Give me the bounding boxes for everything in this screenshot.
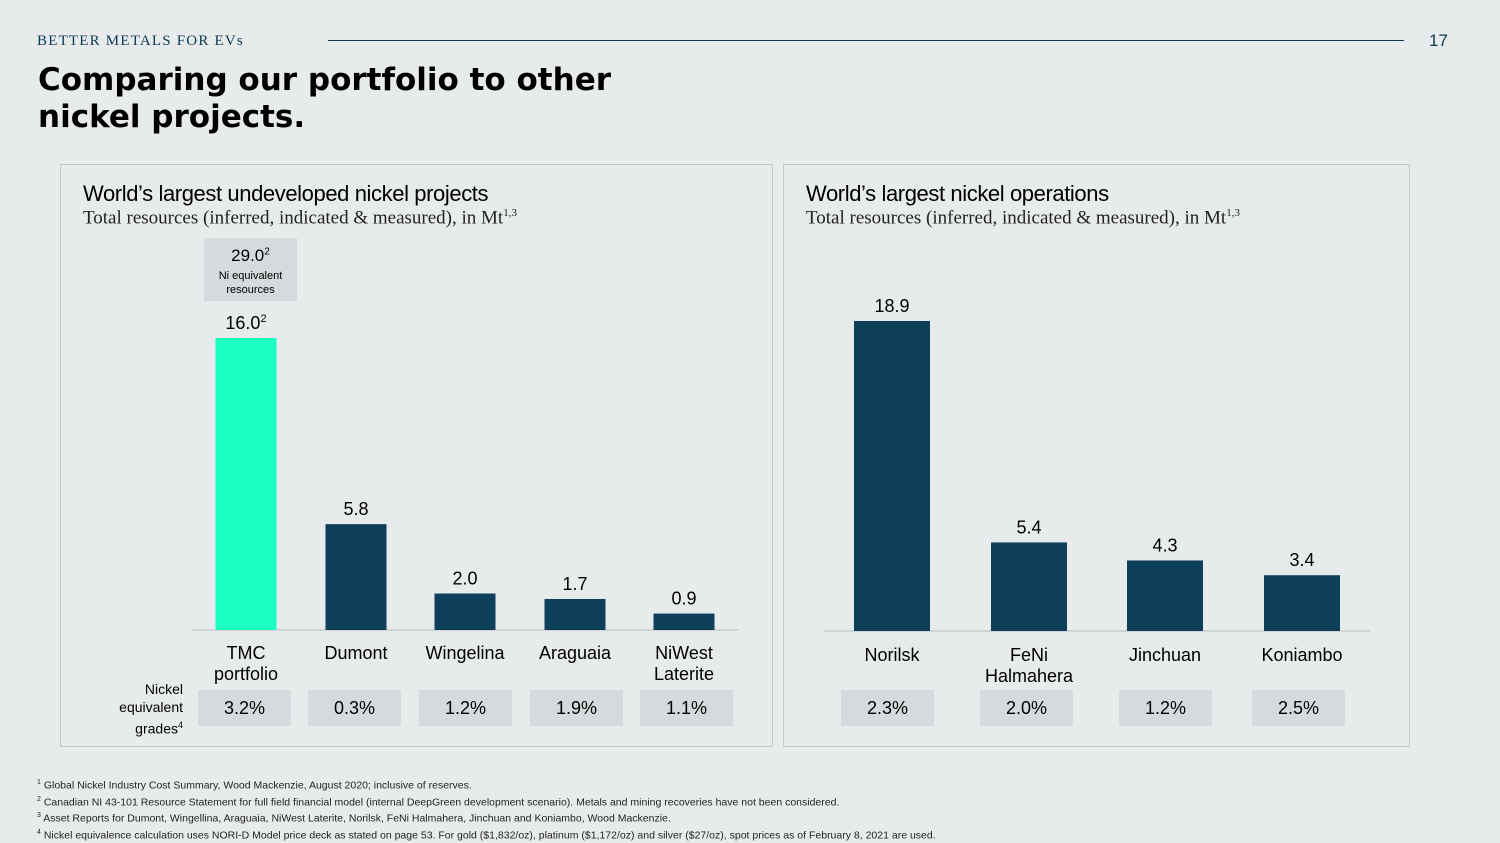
footnote: 4 Nickel equivalence calculation uses NO… <box>37 826 936 843</box>
callout-footnote-ref: 2 <box>264 246 270 258</box>
bar-value-label: 1.7 <box>562 574 587 594</box>
category-label: Wingelina <box>425 643 505 663</box>
bar <box>1264 575 1340 631</box>
callout-value-number: 29.0 <box>231 246 265 265</box>
bar <box>325 524 387 630</box>
page-number: 17 <box>1429 31 1448 50</box>
grade-box: 1.1% <box>640 690 733 726</box>
bar <box>653 613 715 630</box>
bar-value-label: 16.02 <box>225 313 266 333</box>
page-title: Comparing our portfolio to other nickel … <box>38 62 612 135</box>
grade-box: 3.2% <box>198 690 291 726</box>
category-label-line: Halmahera <box>985 666 1074 686</box>
grade-box: 0.3% <box>308 690 401 726</box>
panel-subtitle: Total resources (inferred, indicated & m… <box>806 207 1240 229</box>
bar <box>215 338 277 630</box>
footnote: 3 Asset Reports for Dumont, Wingellina, … <box>37 809 936 826</box>
footnote-number: 2 <box>37 795 41 803</box>
nickel-operations-panel: World’s largest nickel operations Total … <box>783 164 1410 747</box>
footnote: 2 Canadian NI 43-101 Resource Statement … <box>37 793 936 810</box>
grade-box: 2.0% <box>980 690 1073 726</box>
category-label-line: Dumont <box>324 643 387 663</box>
footnote-text: Canadian NI 43-101 Resource Statement fo… <box>43 796 840 808</box>
bar <box>544 598 606 630</box>
bar-value-label: 0.9 <box>671 589 696 609</box>
bar-value-label: 4.3 <box>1152 535 1177 555</box>
bar <box>1127 560 1203 631</box>
brand-tagline: BETTER METALS FOR EVs <box>37 33 244 49</box>
bar <box>854 321 930 631</box>
grade-box: 2.5% <box>1252 690 1345 726</box>
bar <box>434 593 496 630</box>
footnote-number: 3 <box>37 812 41 819</box>
category-label: Araguaia <box>539 643 612 663</box>
subtitle-text: Total resources (inferred, indicated & m… <box>806 207 1227 229</box>
category-label-line: Koniambo <box>1261 645 1342 665</box>
category-label: TMC portfolio <box>214 643 278 684</box>
category-label-line: Wingelina <box>425 643 505 663</box>
category-label-line: Jinchuan <box>1129 645 1201 665</box>
footnote-text: Global Nickel Industry Cost Summary, Woo… <box>43 779 472 792</box>
category-label: Dumont <box>324 643 387 663</box>
category-label-line: TMC <box>227 643 266 663</box>
subtitle-footnote-ref: 1,3 <box>503 207 517 219</box>
grade-box: 1.2% <box>419 690 512 726</box>
footnote-text: Asset Reports for Dumont, Wingellina, Ar… <box>43 812 671 825</box>
footnotes: 1 Global Nickel Industry Cost Summary, W… <box>37 776 936 842</box>
footnote-number: 1 <box>37 779 41 786</box>
value-footnote-ref: 2 <box>260 313 266 325</box>
category-label: NiWest Laterite <box>654 643 714 684</box>
panel-title: World’s largest undeveloped nickel proje… <box>83 181 489 206</box>
footnote: 1 Global Nickel Industry Cost Summary, W… <box>37 776 936 793</box>
bar-value-label: 2.0 <box>452 569 477 589</box>
subtitle-text: Total resources (inferred, indicated & m… <box>83 207 504 229</box>
grades-row-label: Nickel equivalent grades4 <box>101 680 183 738</box>
category-label-line: Araguaia <box>539 643 612 663</box>
bar <box>991 542 1067 631</box>
category-label: Norilsk <box>864 645 920 665</box>
category-label-line: NiWest <box>655 643 713 663</box>
undeveloped-projects-bar-chart: 16.02 TMC portfolio 5.8 Dumont 2.0 Wingelina 1.… <box>192 313 739 684</box>
callout-value: 29.02 <box>204 246 297 266</box>
category-label: Koniambo <box>1261 645 1342 665</box>
grade-box: 1.9% <box>530 690 623 726</box>
bar-value-label: 18.9 <box>874 296 909 316</box>
nickel-operations-bar-chart: 18.9 Norilsk 5.4 FeNi Halmahera 4.3 Jinchuan 3.… <box>824 296 1371 686</box>
header-divider <box>328 40 1404 41</box>
callout-label: Ni equivalent resources <box>218 270 283 296</box>
grade-box: 2.3% <box>841 690 934 726</box>
category-label: FeNi Halmahera <box>985 645 1074 686</box>
panel-subtitle: Total resources (inferred, indicated & m… <box>83 207 517 229</box>
category-label-line: Norilsk <box>864 645 920 665</box>
category-label: Jinchuan <box>1129 645 1201 665</box>
category-label-line: Laterite <box>654 664 714 684</box>
category-label-line: FeNi <box>1010 645 1048 665</box>
grades-footnote-ref: 4 <box>177 720 183 730</box>
grade-box: 1.2% <box>1119 690 1212 726</box>
subtitle-footnote-ref: 1,3 <box>1226 207 1240 219</box>
grades-label-text: Nickel equivalent grades <box>119 681 183 737</box>
undeveloped-projects-panel: World’s largest undeveloped nickel proje… <box>60 164 773 747</box>
footnote-number: 4 <box>37 828 41 836</box>
bar-value-label: 5.4 <box>1016 517 1041 537</box>
bar-value-label: 5.8 <box>343 499 368 519</box>
footnote-text: Nickel equivalence calculation uses NORI… <box>43 829 936 841</box>
ni-equivalent-callout: 29.02 Ni equivalent resources <box>204 238 297 301</box>
panel-title: World’s largest nickel operations <box>806 181 1109 206</box>
bar-value-label: 3.4 <box>1289 550 1314 570</box>
category-label-line: portfolio <box>214 664 278 684</box>
